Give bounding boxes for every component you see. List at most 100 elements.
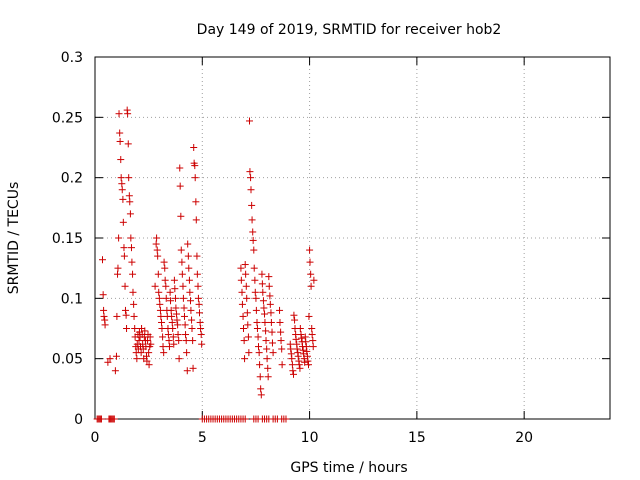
data-point [292,335,300,343]
data-point [266,292,274,300]
data-point [197,325,205,332]
data-point [194,294,202,302]
data-point [167,297,175,305]
data-point [100,306,108,314]
data-point [174,321,182,329]
data-point [99,291,107,299]
data-point [181,321,189,329]
data-point [243,309,251,317]
data-point [267,309,275,317]
data-point [141,327,149,335]
data-point [164,331,172,339]
data-point [130,300,138,308]
data-point [113,312,121,320]
data-point [122,311,130,319]
data-point [160,258,168,266]
data-point [243,294,251,302]
y-tick-label: 0.2 [61,171,83,187]
data-point [297,334,305,342]
data-point [125,174,133,182]
data-point [188,325,196,332]
data-point [104,358,112,366]
x-tick-label: 5 [198,430,207,446]
data-point [193,270,201,278]
data-point [162,294,170,302]
data-point [259,297,267,305]
data-point [190,144,198,151]
data-point [121,306,129,314]
data-point [287,345,295,353]
data-point [304,357,312,365]
data-point [261,318,269,326]
data-point [192,216,200,224]
data-point [130,312,138,320]
data-point [197,331,205,339]
data-point [172,304,180,312]
data-point [306,246,314,254]
data-point [308,331,316,339]
data-point [251,288,259,296]
data-point [189,337,197,345]
data-point [100,312,108,320]
data-point [253,325,261,332]
data-point [303,347,311,355]
data-point [114,264,122,272]
data-point [247,174,255,182]
data-point [282,415,290,423]
data-point [255,343,263,351]
data-point [248,201,256,209]
data-point [127,244,135,252]
y-tick-label: 0 [74,412,83,428]
data-point [185,276,193,284]
data-point [276,318,284,326]
data-point [262,327,270,335]
data-point [173,310,181,318]
data-point [180,312,188,320]
data-point [263,345,271,353]
data-point [193,252,201,260]
data-point [173,316,181,324]
data-point [156,300,164,308]
data-point [247,186,255,194]
data-point [117,174,125,182]
data-point [165,343,173,351]
data-point [184,240,192,248]
data-point [106,355,114,363]
data-point [251,276,259,284]
data-point [158,325,166,332]
data-point [290,311,298,319]
data-point [293,345,301,353]
data-point [146,333,154,341]
data-point [178,258,186,266]
y-tick-label: 0.1 [61,291,83,307]
data-point [296,364,304,372]
data-point [309,343,317,351]
data-point [301,358,309,366]
data-point [302,338,310,346]
data-point [241,355,249,363]
data-point [171,285,179,293]
data-point [171,294,179,302]
data-point [123,325,131,332]
data-point [237,264,245,272]
data-point [196,318,204,326]
data-point [133,355,141,363]
data-point [116,137,124,145]
data-point [294,352,302,360]
data-point [264,364,272,372]
data-point [241,415,249,423]
data-point [175,355,183,363]
data-point [289,370,297,378]
data-point [198,340,206,348]
data-point [277,337,285,345]
data-point [257,391,265,399]
y-tick-label: 0.25 [52,110,83,126]
data-point [170,276,178,284]
data-point [119,195,127,203]
data-point [256,361,264,369]
data-point [249,236,257,244]
data-point [191,174,199,182]
data-point [258,270,266,278]
data-point [131,325,139,332]
data-point [126,210,134,218]
